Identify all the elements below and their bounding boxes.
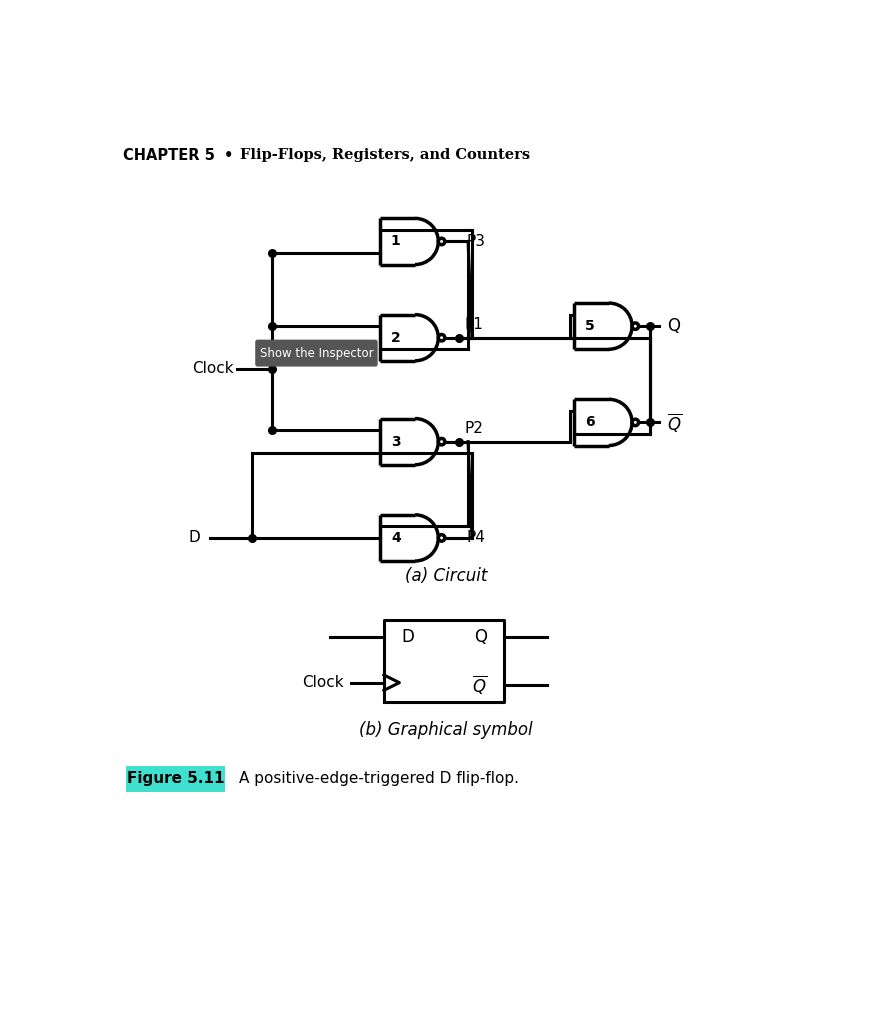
- Text: 1: 1: [390, 234, 401, 249]
- FancyBboxPatch shape: [126, 766, 225, 792]
- FancyBboxPatch shape: [255, 340, 377, 367]
- Text: Show the Inspector: Show the Inspector: [259, 346, 373, 359]
- Text: •: •: [223, 147, 233, 163]
- Text: P2: P2: [464, 421, 483, 436]
- Text: 5: 5: [584, 319, 594, 333]
- Text: Q: Q: [667, 317, 680, 335]
- Text: 3: 3: [390, 434, 400, 449]
- Text: Figure 5.11: Figure 5.11: [127, 771, 224, 786]
- Text: $\overline{Q}$: $\overline{Q}$: [471, 674, 487, 696]
- Text: (a) Circuit: (a) Circuit: [404, 567, 487, 586]
- Text: P1: P1: [464, 317, 483, 333]
- Text: 6: 6: [584, 416, 594, 429]
- Text: P4: P4: [466, 530, 485, 546]
- Text: Clock: Clock: [192, 361, 234, 376]
- Text: A positive-edge-triggered D flip-flop.: A positive-edge-triggered D flip-flop.: [239, 771, 518, 786]
- Text: CHAPTER 5: CHAPTER 5: [123, 147, 215, 163]
- Text: (b) Graphical symbol: (b) Graphical symbol: [359, 722, 532, 739]
- Text: D: D: [189, 530, 200, 546]
- Text: 2: 2: [390, 331, 401, 345]
- Text: $\overline{Q}$: $\overline{Q}$: [667, 411, 681, 434]
- Text: Q: Q: [474, 629, 487, 646]
- Text: D: D: [401, 629, 414, 646]
- Text: Flip-Flops, Registers, and Counters: Flip-Flops, Registers, and Counters: [240, 147, 530, 162]
- Text: P3: P3: [466, 233, 485, 249]
- Text: 4: 4: [390, 530, 401, 545]
- Text: Clock: Clock: [302, 675, 344, 690]
